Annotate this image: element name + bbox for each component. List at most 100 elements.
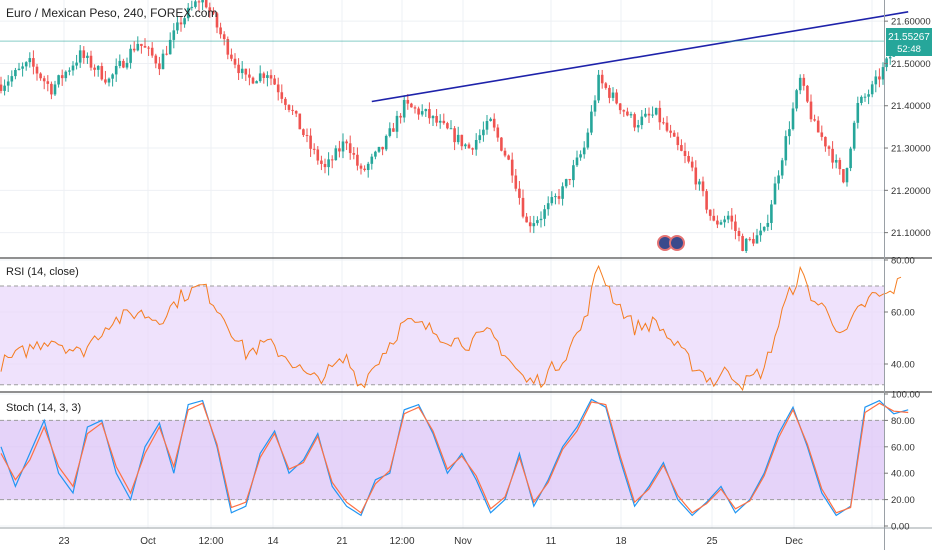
candle-body: [546, 203, 550, 210]
candle-body: [604, 83, 608, 88]
candle-body: [197, 1, 201, 3]
chart-title: Euro / Mexican Peso, 240, FOREX.com: [6, 6, 217, 20]
candle-body: [6, 81, 10, 86]
candle-body: [258, 73, 262, 82]
candle-body: [24, 62, 28, 67]
candle-body: [348, 143, 352, 154]
candle-body: [190, 6, 194, 8]
candle-body: [723, 219, 726, 223]
candle-body: [600, 74, 604, 84]
events-icon[interactable]: [657, 235, 685, 251]
candle-body: [759, 230, 762, 236]
candle-body: [694, 167, 698, 185]
event-marker-icon[interactable]: [669, 235, 685, 251]
candle-body: [114, 65, 118, 75]
candle-body: [370, 156, 374, 164]
stoch-d-line: [0, 401, 909, 514]
candle-body: [525, 216, 528, 223]
candle-body: [176, 22, 179, 31]
candle-body: [712, 215, 716, 221]
candle-body: [464, 144, 467, 147]
candle-body: [582, 147, 586, 155]
candle-body: [719, 222, 723, 225]
candle-body: [690, 161, 694, 168]
candle-body: [255, 81, 258, 84]
trendline[interactable]: [371, 11, 909, 103]
time-axis: 23 Oct 12:00 14 21 12:00 Nov 11 18 25 Dec: [58, 536, 802, 547]
candle-body: [280, 92, 284, 99]
candle-body: [68, 70, 71, 72]
candle-body: [226, 39, 230, 55]
candle-body: [586, 132, 590, 148]
candle-body: [0, 84, 3, 91]
candle-body: [158, 63, 161, 70]
time-tick-label: 21: [336, 536, 348, 547]
candle-body: [687, 155, 690, 162]
candle-body: [633, 114, 636, 128]
candle-body: [791, 108, 795, 130]
candle-body: [150, 47, 154, 56]
candle-body: [539, 218, 543, 221]
candle-body: [32, 58, 35, 67]
candle-body: [406, 99, 410, 104]
candle-body: [377, 146, 381, 152]
candle-body: [212, 11, 215, 14]
candle-body: [680, 145, 683, 151]
candle-body: [93, 67, 96, 70]
candle-body: [291, 109, 294, 111]
candle-body: [554, 196, 557, 198]
candle-body: [744, 238, 748, 251]
candle-body: [834, 160, 838, 163]
candle-body: [705, 191, 708, 210]
candle-body: [46, 81, 50, 84]
candle-body: [168, 39, 172, 55]
candle-body: [53, 84, 57, 95]
candle-body: [618, 103, 622, 111]
candle-body: [233, 58, 237, 65]
candle-body: [802, 77, 806, 86]
candle-body: [140, 43, 143, 46]
stoch-title: Stoch (14, 3, 3): [6, 402, 81, 414]
candle-body: [356, 154, 359, 166]
candle-body: [50, 83, 53, 95]
candle-body: [564, 179, 568, 187]
candle-body: [575, 157, 579, 166]
candle-body: [874, 76, 878, 85]
candle-body: [471, 148, 474, 150]
candle-body: [82, 50, 86, 58]
countdown-label: 52:48: [897, 44, 921, 55]
candle-body: [179, 22, 183, 25]
price-tick-label: 21.60000: [891, 17, 931, 28]
candle-body: [528, 222, 532, 227]
candle-body: [384, 135, 388, 150]
candle-body: [766, 222, 770, 227]
candle-body: [172, 30, 176, 40]
candle-body: [100, 66, 104, 80]
candle-body: [543, 209, 546, 219]
candle-body: [28, 58, 32, 63]
candle-body: [716, 220, 719, 225]
candle-body: [374, 151, 377, 157]
candle-body: [435, 115, 438, 123]
candle-body: [345, 141, 348, 144]
candle-body: [302, 129, 305, 136]
time-tick-label: Nov: [454, 536, 472, 547]
price-tag-bg: [886, 28, 932, 56]
candle-body: [395, 115, 399, 132]
candle-body: [75, 62, 78, 66]
price-tick-label: 21.40000: [891, 101, 931, 112]
candle-body: [820, 132, 824, 137]
candle-body: [496, 127, 500, 138]
rsi-title: RSI (14, close): [6, 266, 79, 278]
candle-body: [784, 136, 788, 161]
candle-body: [669, 130, 672, 133]
candle-body: [165, 53, 168, 55]
candle-body: [658, 107, 662, 123]
time-tick-label: 11: [546, 536, 557, 547]
candle-body: [363, 168, 366, 171]
candle-body: [294, 110, 298, 114]
time-tick-label: 25: [706, 536, 718, 547]
price-tick-label: 40.00: [891, 469, 915, 480]
candle-body: [752, 238, 755, 244]
